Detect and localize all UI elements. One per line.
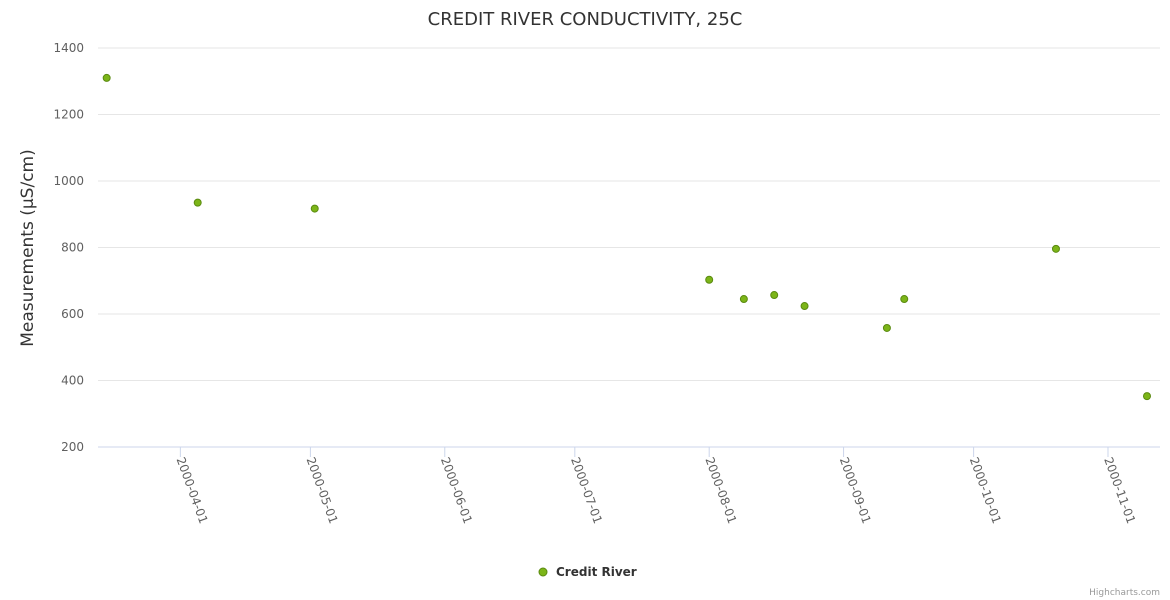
y-tick-label: 800 <box>61 241 84 255</box>
data-point[interactable] <box>770 291 779 300</box>
x-tick-label: 2000-04-01 <box>174 455 211 525</box>
y-tick-label: 1000 <box>53 174 84 188</box>
data-point[interactable] <box>310 204 319 213</box>
y-tick-label: 400 <box>61 374 84 388</box>
y-tick-label: 1400 <box>53 41 84 55</box>
y-axis-label: Measurements (µS/cm) <box>18 149 38 346</box>
y-tick-label: 1200 <box>53 108 84 122</box>
data-point[interactable] <box>193 198 202 207</box>
data-point[interactable] <box>1051 244 1060 253</box>
data-point[interactable] <box>705 275 714 284</box>
data-point[interactable] <box>900 295 909 304</box>
legend-label: Credit River <box>556 565 637 579</box>
y-tick-label: 200 <box>61 440 84 454</box>
data-point[interactable] <box>800 302 809 311</box>
legend-item-credit-river[interactable]: Credit River <box>538 565 637 579</box>
x-tick-label: 2000-05-01 <box>304 455 341 525</box>
legend-marker-icon <box>538 567 548 577</box>
data-point[interactable] <box>739 295 748 304</box>
x-tick-label: 2000-06-01 <box>438 455 475 525</box>
y-tick-label: 600 <box>61 307 84 321</box>
x-tick-label: 2000-11-01 <box>1101 455 1138 525</box>
data-point[interactable] <box>102 73 111 82</box>
x-tick-label: 2000-08-01 <box>702 455 739 525</box>
credits-link[interactable]: Highcharts.com <box>1089 588 1160 598</box>
x-tick-label: 2000-07-01 <box>568 455 605 525</box>
data-point[interactable] <box>882 323 891 332</box>
chart-title: CREDIT RIVER CONDUCTIVITY, 25C <box>428 9 743 30</box>
x-tick-label: 2000-09-01 <box>837 455 874 525</box>
data-point[interactable] <box>1142 392 1151 401</box>
x-tick-label: 2000-10-01 <box>967 455 1004 525</box>
